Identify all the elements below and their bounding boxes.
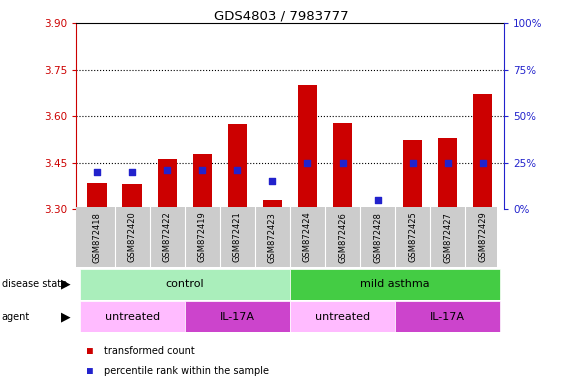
Text: untreated: untreated <box>315 312 370 322</box>
Text: ▶: ▶ <box>61 278 70 291</box>
Bar <box>227 124 247 209</box>
Text: disease state: disease state <box>2 279 67 289</box>
Text: GSM872427: GSM872427 <box>443 212 452 263</box>
Bar <box>403 141 422 209</box>
Point <box>479 160 488 166</box>
Text: GSM872429: GSM872429 <box>479 212 488 263</box>
FancyBboxPatch shape <box>76 207 497 267</box>
Point <box>443 160 452 166</box>
Bar <box>333 123 352 209</box>
Point <box>233 167 242 173</box>
Bar <box>473 94 493 209</box>
Text: GSM872421: GSM872421 <box>233 212 242 263</box>
Text: GSM872424: GSM872424 <box>303 212 312 263</box>
Text: ■: ■ <box>87 346 93 356</box>
Text: control: control <box>166 279 204 289</box>
Text: agent: agent <box>2 312 30 322</box>
Text: transformed count: transformed count <box>104 346 195 356</box>
Bar <box>263 200 282 209</box>
Point <box>338 160 347 166</box>
Text: percentile rank within the sample: percentile rank within the sample <box>104 366 269 376</box>
FancyBboxPatch shape <box>290 269 501 300</box>
Text: GSM872420: GSM872420 <box>128 212 137 263</box>
Point <box>198 167 207 173</box>
Text: IL-17A: IL-17A <box>220 312 255 322</box>
Text: GSM872428: GSM872428 <box>373 212 382 263</box>
Text: GSM872423: GSM872423 <box>268 212 277 263</box>
Bar <box>438 138 457 209</box>
Point <box>373 197 382 203</box>
Point <box>163 167 172 173</box>
Text: mild asthma: mild asthma <box>360 279 430 289</box>
Text: GSM872418: GSM872418 <box>92 212 101 263</box>
FancyBboxPatch shape <box>290 301 395 332</box>
Point <box>92 169 101 175</box>
Point <box>268 178 277 184</box>
FancyBboxPatch shape <box>185 301 290 332</box>
Text: IL-17A: IL-17A <box>430 312 465 322</box>
Text: untreated: untreated <box>105 312 160 322</box>
FancyBboxPatch shape <box>79 301 185 332</box>
Text: GSM872422: GSM872422 <box>163 212 172 263</box>
Text: GDS4803 / 7983777: GDS4803 / 7983777 <box>214 10 349 23</box>
FancyBboxPatch shape <box>79 269 290 300</box>
Text: GSM872425: GSM872425 <box>408 212 417 263</box>
Text: GSM872426: GSM872426 <box>338 212 347 263</box>
Bar <box>193 154 212 209</box>
Bar <box>123 184 142 209</box>
Text: GSM872419: GSM872419 <box>198 212 207 263</box>
Bar <box>87 183 107 209</box>
Point <box>303 160 312 166</box>
Bar <box>158 159 177 209</box>
Point <box>408 160 417 166</box>
FancyBboxPatch shape <box>395 301 501 332</box>
Point <box>128 169 137 175</box>
Bar <box>298 85 317 209</box>
Text: ■: ■ <box>87 366 93 376</box>
Text: ▶: ▶ <box>61 310 70 323</box>
